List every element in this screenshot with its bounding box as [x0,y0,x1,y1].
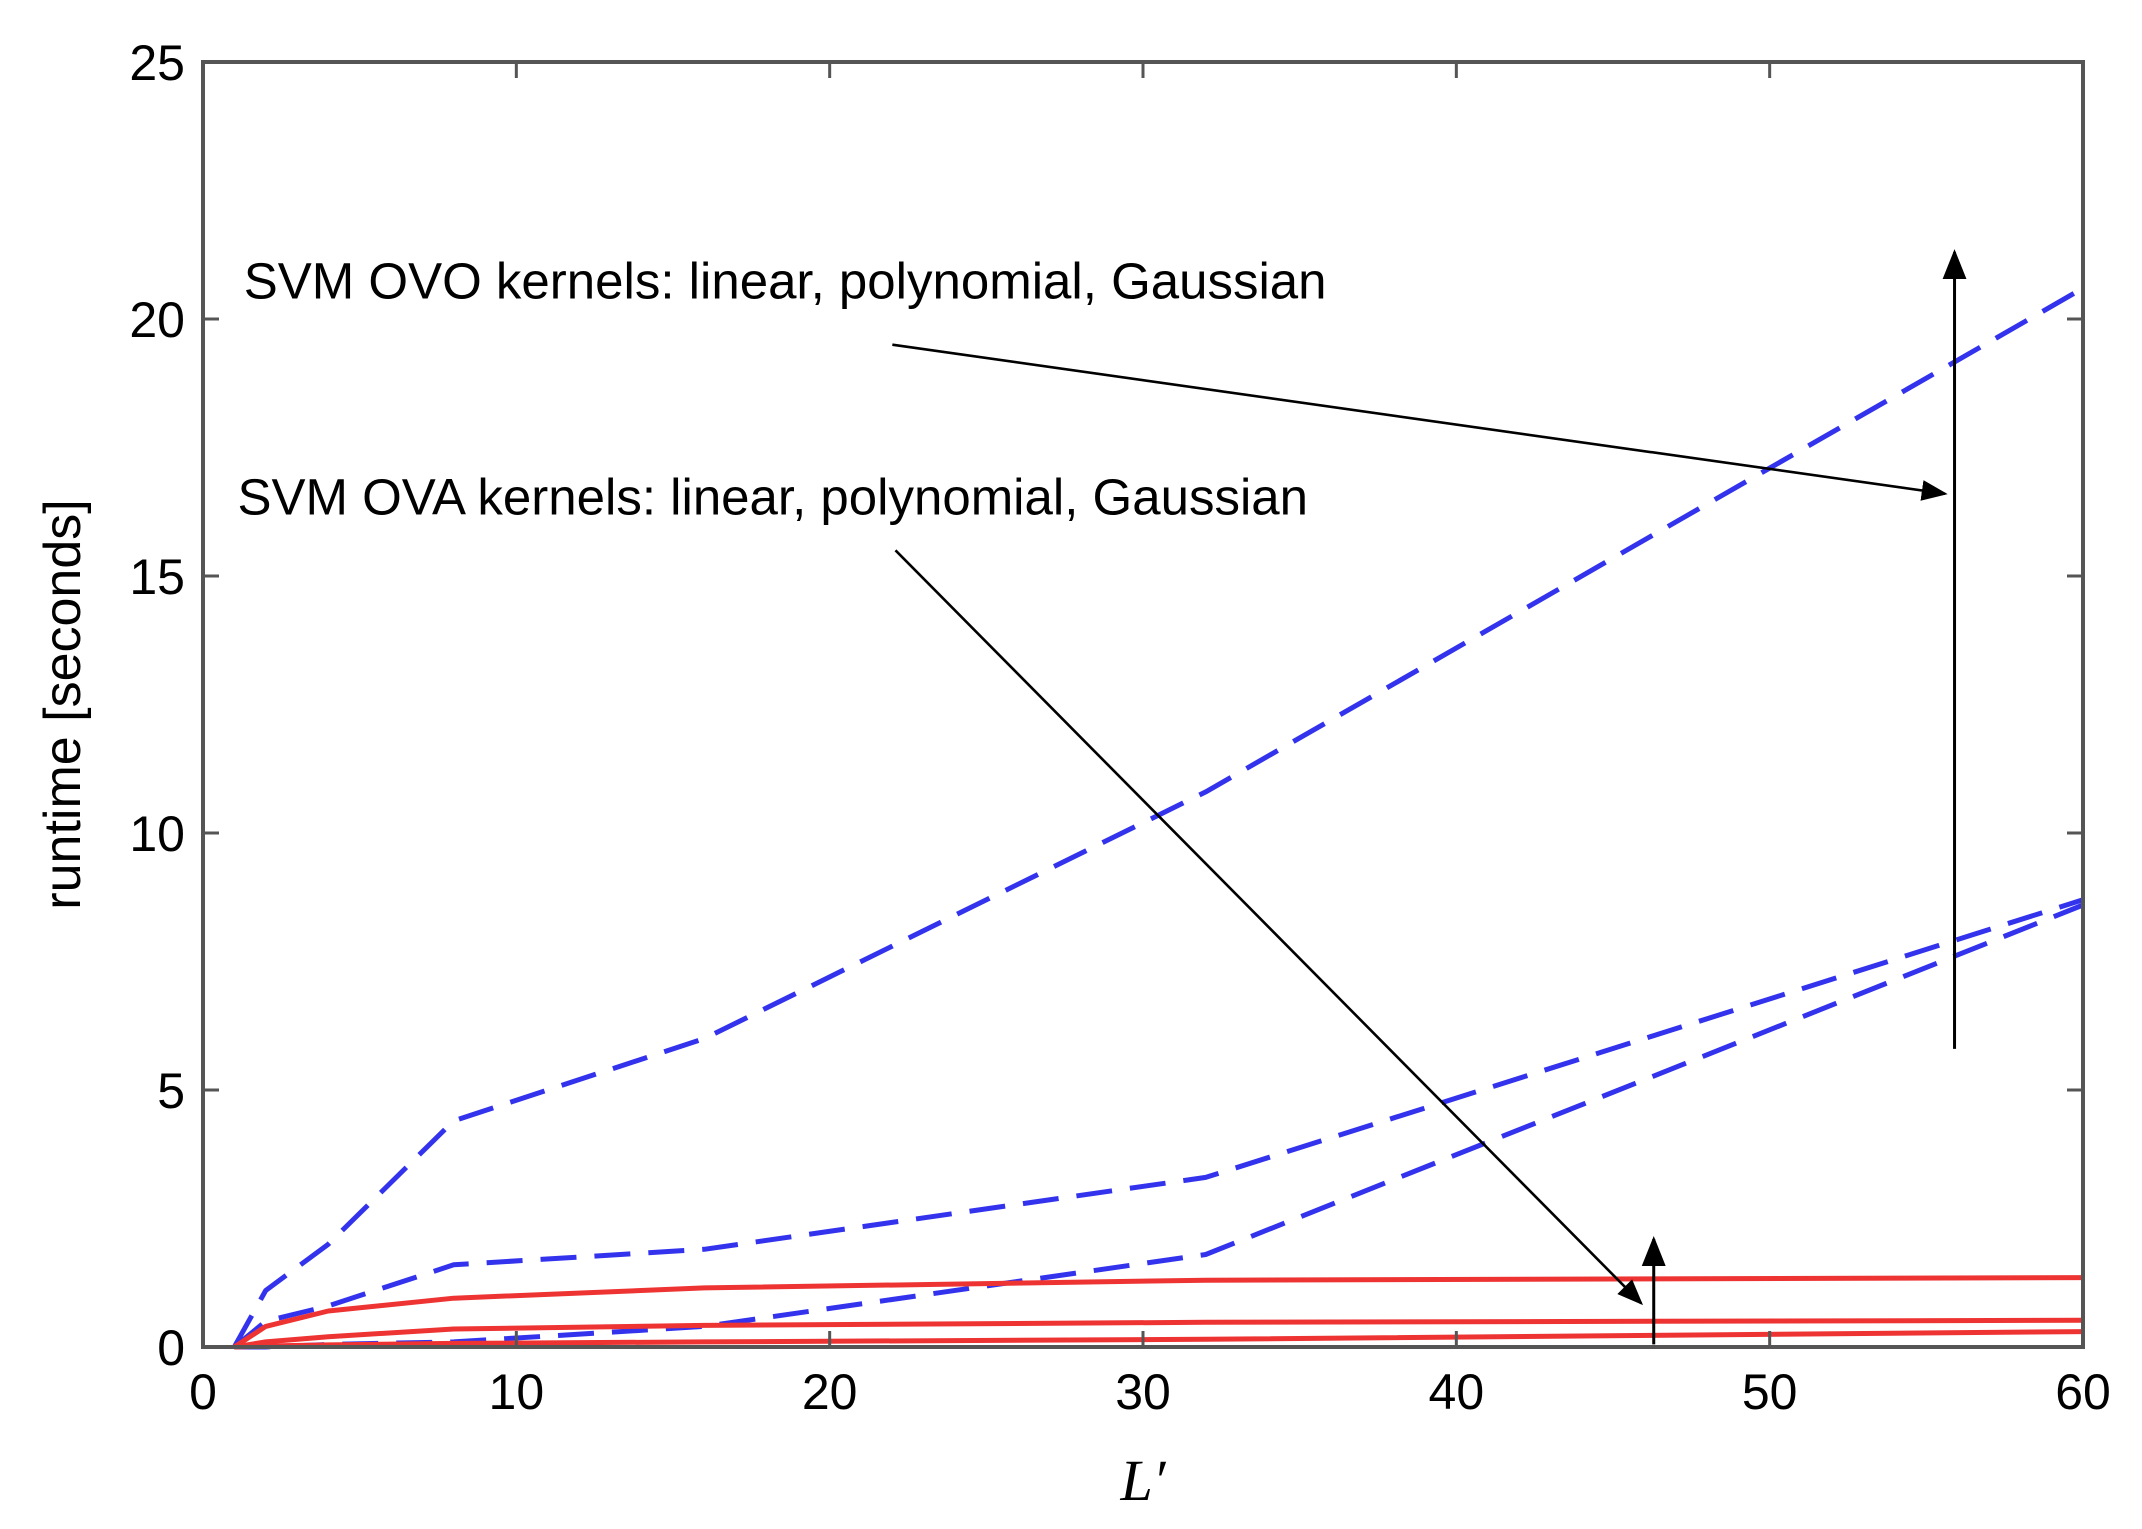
annotation-text-ovo: SVM OVO kernels: linear, polynomial, Gau… [244,252,1327,309]
series-line-svm-ova-gaussian [232,1275,2084,1350]
series-line-svm-ovo-gaussian [232,286,2085,1349]
y-tick-label-15: 15 [129,549,185,605]
y-tick-label-5: 5 [157,1063,185,1119]
x-tick-label-20: 20 [802,1364,858,1420]
y-axis-label: runtime [seconds] [34,499,92,909]
axes-layer: 0 10 20 30 40 50 60 0 5 10 15 20 25 L′ runtime [second… [34,35,2111,1513]
series-line-svm-ovo-polynomial [232,897,2084,1349]
x-tick-label-0: 0 [189,1364,217,1420]
annotation-layer: SVM OVO kernels: linear, polynomial, Gau… [237,249,1967,1345]
y-tick-label-10: 10 [129,806,185,862]
x-tick-label-60: 60 [2055,1364,2111,1420]
x-tick-label-10: 10 [489,1364,545,1420]
y-tick-label-20: 20 [129,292,185,348]
x-tick-label-40: 40 [1429,1364,1485,1420]
x-tick-label-30: 30 [1115,1364,1171,1420]
x-axis-label: L′ [1120,1448,1167,1513]
annotation-pointer-arrow-ovo [892,343,1948,501]
y-tick-label-0: 0 [157,1320,185,1376]
x-tick-label-50: 50 [1742,1364,1798,1420]
series-line-svm-ova-polynomial [233,1317,2084,1350]
annotation-pointer-arrow-ova [894,549,1644,1306]
annotation-text-ova: SVM OVA kernels: linear, polynomial, Gau… [237,468,1308,525]
y-tick-label-25: 25 [129,35,185,91]
